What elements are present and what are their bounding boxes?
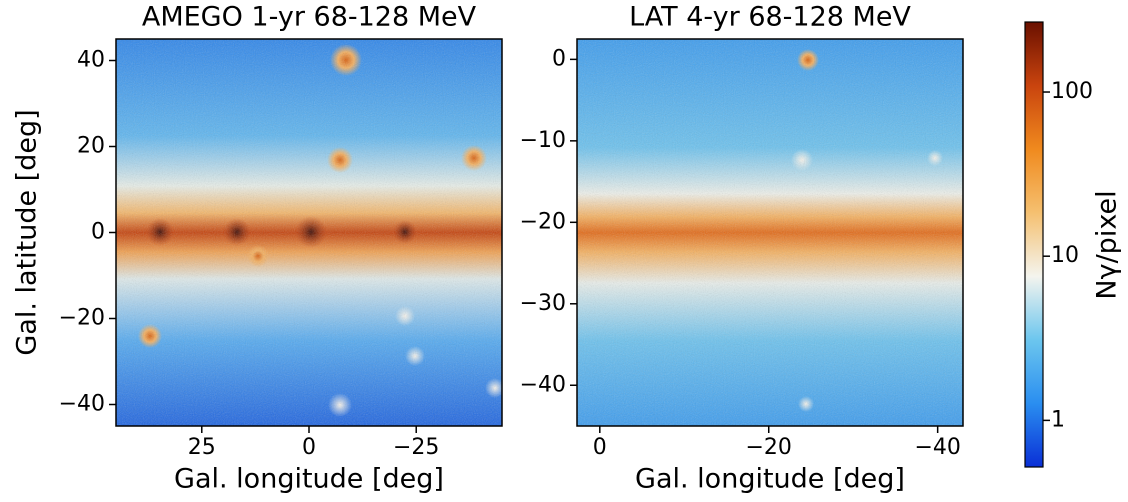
x-tick-label: −20: [746, 435, 792, 460]
y-tick-label: −40: [59, 392, 105, 417]
y-tick-label: −40: [520, 372, 566, 397]
colorbar: [1024, 21, 1044, 468]
x-tick-label: −40: [914, 435, 960, 460]
y-tick-label: −20: [59, 306, 105, 331]
y-tick-label: 0: [552, 46, 566, 71]
plot-frame: [576, 38, 964, 427]
y-tick-label: −30: [520, 291, 566, 316]
y-tick-label: 0: [91, 220, 105, 245]
chart-title: AMEGO 1-yr 68-128 MeV: [142, 2, 477, 33]
y-axis-label: Gal. latitude [deg]: [12, 109, 43, 355]
map-image: [577, 39, 963, 426]
y-tick-label: 40: [77, 48, 105, 73]
y-tick-label: −20: [520, 209, 566, 234]
y-tick-label: 20: [77, 134, 105, 159]
x-tick-label: 0: [302, 435, 316, 460]
x-tick-label: 0: [593, 435, 607, 460]
colorbar-tick-label: 100: [1051, 79, 1093, 104]
map-image: [116, 39, 502, 426]
chart-title: LAT 4-yr 68-128 MeV: [629, 2, 911, 33]
x-tick-label: 25: [188, 435, 216, 460]
colorbar-tick-label: 1: [1051, 407, 1065, 432]
y-tick-label: −10: [520, 128, 566, 153]
colorbar-label: Nγ/pixel: [1092, 190, 1123, 299]
x-tick-label: −25: [393, 435, 439, 460]
x-axis-label: Gal. longitude [deg]: [635, 464, 905, 495]
x-axis-label: Gal. longitude [deg]: [174, 464, 444, 495]
colorbar-tick-label: 10: [1051, 243, 1079, 268]
